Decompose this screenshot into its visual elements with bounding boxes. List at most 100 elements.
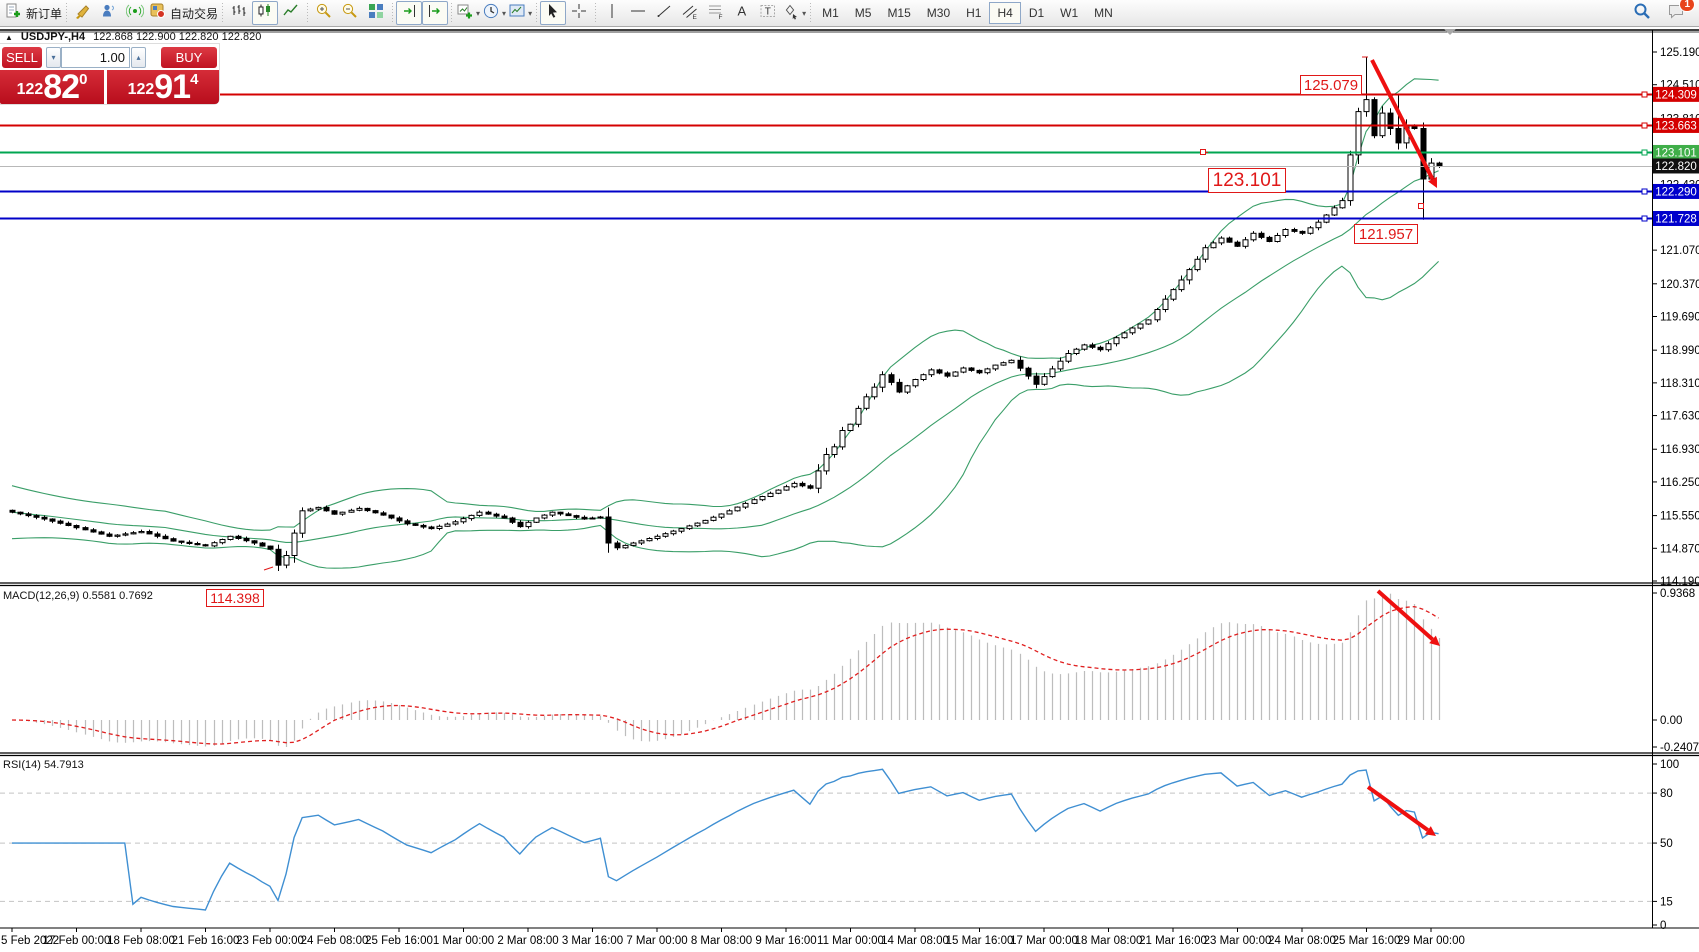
svg-text:0: 0 (1660, 920, 1666, 932)
bollinger-bands (11, 78, 1439, 569)
trendline-icon (655, 2, 673, 25)
toolbar-fibonacci-button[interactable]: F (703, 1, 729, 25)
toolbar-text-label-button[interactable]: T (755, 1, 781, 25)
svg-text:23 Mar 00:00: 23 Mar 00:00 (1204, 935, 1272, 947)
shapes-icon (782, 2, 800, 25)
svg-text:117.630: 117.630 (1660, 411, 1699, 423)
trend-arrow[interactable] (1366, 785, 1436, 836)
toolbar-zoom-out-button[interactable] (337, 1, 363, 25)
candlesticks (9, 57, 1443, 571)
toolbar-separator (451, 3, 453, 23)
toolbar-profiles-button[interactable] (70, 1, 96, 25)
toolbar-auto-trading-button[interactable]: 自动交易 (148, 1, 219, 25)
toolbar-tile-windows-button[interactable] (363, 1, 389, 25)
horizontal-level-line[interactable] (0, 122, 1652, 129)
svg-text:0.00: 0.00 (1660, 715, 1682, 727)
templates-icon (508, 2, 526, 25)
sell-button[interactable]: SELL (2, 47, 42, 68)
chat-button[interactable]: 1 (1663, 0, 1695, 25)
price-axis[interactable]: 125.190124.510123.810123.110122.430121.7… (1652, 47, 1699, 588)
svg-text:17 Mar 00:00: 17 Mar 00:00 (1010, 935, 1078, 947)
horizontal-level-line[interactable] (0, 188, 1652, 195)
svg-text:123.101: 123.101 (1655, 147, 1697, 159)
signal-icon (125, 2, 145, 25)
buy-price[interactable]: 122 91 4 (107, 70, 219, 104)
lot-size-input[interactable]: 1.00 (61, 47, 130, 68)
trend-arrow[interactable] (1370, 59, 1437, 188)
toolbar-new-order-button[interactable]: 新订单 (4, 1, 63, 25)
shift-marker-icon[interactable] (1444, 29, 1456, 35)
toolbar-right-group: 1 (1629, 0, 1695, 25)
chart-area[interactable]: 125.190124.510123.810123.110122.430121.7… (0, 28, 1699, 952)
toolbar-periods-button[interactable]: ▾ (481, 1, 507, 25)
toolbar-vline-button[interactable] (599, 1, 625, 25)
price-annotation[interactable]: 121.957 (1354, 224, 1418, 244)
toolbar-templates-button[interactable]: ▾ (507, 1, 533, 25)
svg-text:123.663: 123.663 (1655, 120, 1697, 132)
search-icon (1633, 2, 1651, 25)
buy-button[interactable]: BUY (161, 47, 217, 68)
horizontal-level-line[interactable] (0, 215, 1652, 222)
svg-text:24 Feb 08:00: 24 Feb 08:00 (301, 935, 369, 947)
toolbar-auto-scroll-button[interactable] (396, 1, 423, 25)
tf-m30-button[interactable]: M30 (926, 6, 951, 20)
macd-header: MACD(12,26,9) 0.5581 0.7692 (3, 590, 153, 602)
toolbar-crosshair-button[interactable] (566, 1, 592, 25)
svg-text:121.070: 121.070 (1660, 245, 1699, 257)
price-annotation[interactable]: 125.079 (1300, 75, 1362, 95)
toolbar-separator (536, 3, 538, 23)
buy-price-base: 122 (127, 81, 155, 98)
toolbar-cursor-button[interactable] (540, 1, 567, 25)
trend-arrow[interactable] (1376, 589, 1440, 646)
rsi-pane: 100 80 50 15 0 (0, 759, 1679, 932)
notification-badge: 1 (1679, 0, 1695, 12)
toolbar-separator (595, 3, 597, 23)
toolbar-button-label: 自动交易 (170, 6, 219, 21)
tf-h1-button[interactable]: H1 (966, 6, 982, 20)
horizontal-level-line[interactable] (0, 91, 1652, 98)
fibonacci-icon: F (707, 2, 725, 25)
toolbar-trendline-button[interactable] (651, 1, 677, 25)
lot-decrease-button[interactable]: ▾ (46, 47, 61, 68)
tf-mn-button[interactable]: MN (1094, 6, 1113, 20)
horizontal-level-line[interactable] (0, 149, 1652, 156)
zoom-out-icon (341, 2, 359, 25)
toolbar-chart-bars-button[interactable] (226, 1, 252, 25)
lot-increase-button[interactable]: ▴ (131, 47, 146, 68)
toolbar-text-button[interactable]: A (729, 1, 755, 25)
tf-m15-button[interactable]: M15 (887, 6, 911, 20)
price-annotation[interactable]: 123.101 (1208, 168, 1286, 193)
tf-d1-button[interactable]: D1 (1028, 6, 1045, 20)
svg-text:E: E (693, 14, 698, 20)
tf-m1-button[interactable]: M1 (822, 6, 839, 20)
tf-h4-button[interactable]: H4 (989, 2, 1021, 24)
toolbar-channel-button[interactable]: E (677, 1, 703, 25)
vline-icon (603, 2, 621, 25)
search-button[interactable] (1629, 1, 1655, 25)
toolbar-new-chart-button[interactable]: ▾ (455, 1, 481, 25)
toolbar-chart-candles-button[interactable] (252, 1, 279, 25)
toolbar-shapes-button[interactable]: ▾ (781, 1, 807, 25)
toolbar-hline-button[interactable] (625, 1, 651, 25)
macd-pane: 0.9368 0.00 -0.2407 (11, 588, 1699, 754)
price-annotation[interactable]: 114.398 (206, 589, 264, 607)
toolbar-zoom-in-button[interactable] (311, 1, 337, 25)
tf-w1-button[interactable]: W1 (1060, 6, 1079, 20)
svg-text:3 Mar 16:00: 3 Mar 16:00 (562, 935, 623, 947)
toolbar-signal-button[interactable] (122, 1, 148, 25)
svg-text:T: T (765, 6, 771, 17)
svg-text:29 Mar 00:00: 29 Mar 00:00 (1397, 935, 1465, 947)
toolbar-left-group: 新订单 自动交易 ▾ ▾ ▾ E F A T ▾ (4, 1, 814, 25)
toolbar-chart-line-button[interactable] (278, 1, 304, 25)
rsi-value: 54.7913 (43, 759, 84, 771)
toolbar-market-watch-button[interactable] (96, 1, 122, 25)
svg-text:116.930: 116.930 (1660, 444, 1699, 456)
svg-text:120.370: 120.370 (1660, 279, 1699, 291)
tf-m5-button[interactable]: M5 (854, 6, 872, 20)
sell-price[interactable]: 122 82 0 (0, 70, 104, 104)
toolbar-chart-shift-button[interactable] (422, 1, 449, 25)
one-click-trading-panel: SELL ▾ 1.00 ▴ BUY 122 82 0 122 91 4 (0, 44, 219, 104)
chevron-down-icon: ▾ (476, 8, 481, 18)
